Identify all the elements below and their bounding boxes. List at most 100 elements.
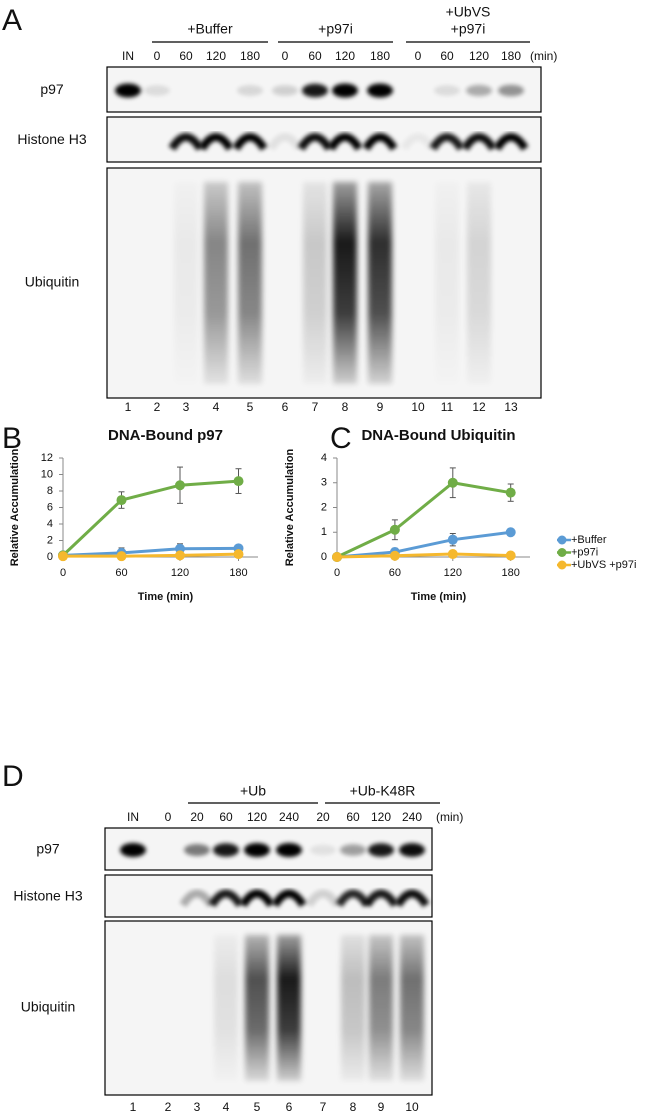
lane-number: 9 bbox=[377, 400, 384, 414]
y-tick-label: 1 bbox=[321, 526, 327, 538]
point bbox=[447, 534, 458, 545]
lane-number: 13 bbox=[504, 400, 518, 414]
lane-number: 5 bbox=[254, 1100, 261, 1114]
lane-condition: 0 bbox=[154, 49, 161, 63]
lane-condition: 120 bbox=[206, 49, 226, 63]
smear bbox=[303, 182, 327, 384]
time-unit: (min) bbox=[530, 49, 557, 63]
band bbox=[498, 84, 524, 97]
band bbox=[179, 889, 215, 908]
x-tick-label: 180 bbox=[229, 567, 247, 579]
band bbox=[461, 133, 497, 151]
lane-number: 5 bbox=[247, 400, 254, 414]
x-tick-label: 0 bbox=[60, 567, 66, 579]
series-line bbox=[336, 530, 511, 559]
y-tick-label: 12 bbox=[41, 452, 53, 464]
x-tick-label: 180 bbox=[502, 567, 520, 579]
band bbox=[120, 843, 146, 857]
band bbox=[276, 843, 302, 857]
bands bbox=[120, 843, 430, 1081]
band bbox=[115, 83, 141, 98]
row-label: Ubiquitin bbox=[21, 999, 75, 1015]
lane-number: 7 bbox=[320, 1100, 327, 1114]
y-tick-label: 2 bbox=[47, 534, 53, 546]
lane-number: 4 bbox=[223, 1100, 230, 1114]
panel-label: D bbox=[2, 760, 24, 793]
smear bbox=[333, 182, 357, 384]
y-axis-title: Relative Accumulation bbox=[9, 448, 21, 566]
legend-label: +Buffer bbox=[571, 534, 607, 546]
x-tick-label: 60 bbox=[389, 567, 401, 579]
band bbox=[271, 889, 307, 908]
smear bbox=[214, 935, 238, 1081]
time-unit: (min) bbox=[436, 810, 463, 824]
band bbox=[213, 843, 239, 857]
y-tick-label: 8 bbox=[47, 485, 53, 497]
row-label: p97 bbox=[40, 81, 64, 97]
point bbox=[116, 551, 127, 562]
point bbox=[58, 551, 68, 562]
chart-title: DNA-Bound Ubiquitin bbox=[361, 427, 515, 444]
series-line bbox=[63, 552, 239, 558]
y-tick-label: 0 bbox=[47, 551, 53, 563]
band bbox=[362, 133, 398, 151]
band bbox=[267, 133, 303, 151]
lane-number: 9 bbox=[378, 1100, 385, 1114]
lane-number: 4 bbox=[213, 400, 220, 414]
legend-label: +UbVS +p97i bbox=[571, 559, 636, 571]
band bbox=[368, 843, 394, 857]
band bbox=[340, 844, 366, 856]
lane-condition: 60 bbox=[440, 49, 454, 63]
band bbox=[466, 84, 492, 97]
band bbox=[144, 85, 170, 96]
lane-condition: 60 bbox=[219, 810, 233, 824]
band bbox=[310, 844, 336, 856]
y-tick-label: 3 bbox=[321, 477, 327, 489]
panel-label: A bbox=[2, 4, 22, 37]
band bbox=[239, 889, 275, 908]
lane-condition: 240 bbox=[279, 810, 299, 824]
smear bbox=[400, 935, 424, 1081]
smear bbox=[204, 182, 228, 384]
lane-condition: 180 bbox=[240, 49, 260, 63]
y-axis-title: Relative Accumulation bbox=[284, 448, 296, 566]
bands bbox=[115, 83, 529, 384]
lane-number: 10 bbox=[405, 1100, 419, 1114]
lane-number: 8 bbox=[342, 400, 349, 414]
point bbox=[505, 487, 516, 498]
y-tick-label: 10 bbox=[41, 468, 53, 480]
band bbox=[232, 133, 268, 151]
lane-condition: 20 bbox=[190, 810, 204, 824]
point bbox=[332, 552, 342, 562]
band bbox=[400, 133, 436, 151]
smear bbox=[245, 935, 269, 1081]
point bbox=[116, 495, 127, 506]
point bbox=[233, 549, 244, 560]
lane-number: 12 bbox=[472, 400, 486, 414]
lane-condition: IN bbox=[122, 49, 134, 63]
band bbox=[297, 133, 333, 151]
lane-condition: 0 bbox=[415, 49, 422, 63]
y-tick-label: 4 bbox=[321, 452, 327, 464]
band bbox=[493, 133, 529, 151]
band bbox=[272, 85, 298, 96]
group-label: +p97i bbox=[318, 21, 353, 37]
point bbox=[389, 524, 400, 535]
y-tick-label: 2 bbox=[321, 501, 327, 513]
lane-number: 3 bbox=[183, 400, 190, 414]
chart-title: DNA-Bound p97 bbox=[108, 427, 223, 444]
smear bbox=[467, 182, 491, 384]
lane-number: 2 bbox=[165, 1100, 172, 1114]
point bbox=[505, 527, 516, 538]
lane-condition: 60 bbox=[179, 49, 193, 63]
lane-condition: 180 bbox=[501, 49, 521, 63]
band bbox=[394, 889, 430, 908]
y-tick-label: 0 bbox=[321, 551, 327, 563]
lane-condition: 180 bbox=[370, 49, 390, 63]
group-label: +Buffer bbox=[187, 21, 233, 37]
group-label: +UbVS bbox=[446, 4, 491, 20]
point bbox=[175, 480, 185, 491]
panel-label: B bbox=[2, 422, 22, 455]
smear bbox=[435, 182, 459, 384]
